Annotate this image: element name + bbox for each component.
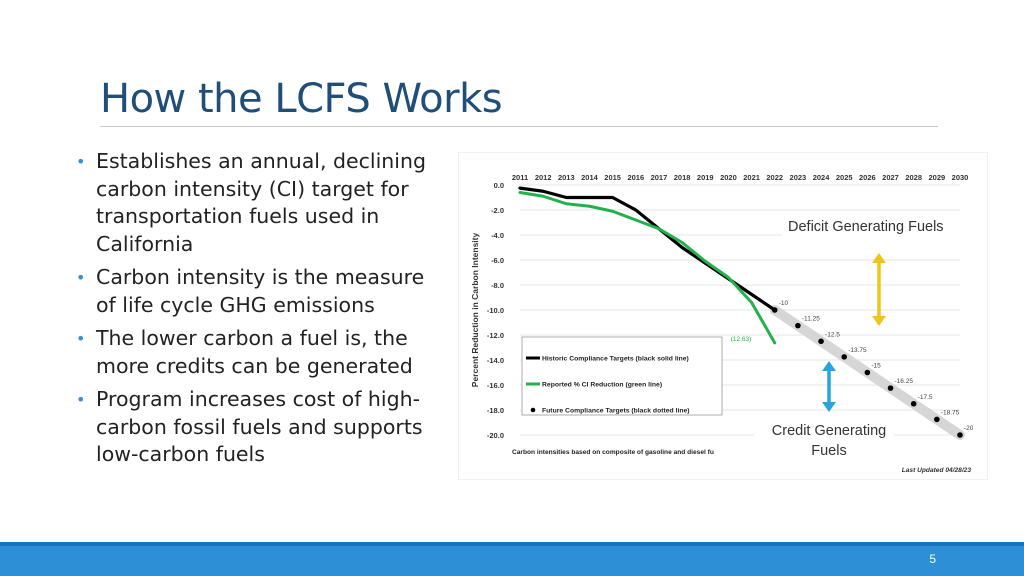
point-label: -11.25 xyxy=(802,316,820,323)
future-target-point xyxy=(771,307,778,313)
y-tick-label: -14.0 xyxy=(487,356,504,365)
x-tick-label: 2027 xyxy=(882,173,899,182)
chart-frame xyxy=(457,151,989,481)
deficit-label: Deficit Generating Fuels xyxy=(788,219,944,235)
bullet-text: Establishes an annual, declining carbon … xyxy=(96,149,427,256)
x-tick-label: 2028 xyxy=(905,173,922,182)
y-axis-label: Percent Reduction in Carbon Intensity xyxy=(470,233,480,388)
last-updated-label: Last Updated 04/28/23 xyxy=(902,467,972,474)
slide-title: How the LCFS Works xyxy=(100,76,503,122)
deficit-label-bg xyxy=(782,214,972,236)
x-tick-label: 2012 xyxy=(535,173,552,182)
credit-label: Fuels xyxy=(811,443,846,459)
tick-group: 0.0 -2.0 -4.0 -6.0 -8.0 -10.0 -12.0 -14.0 -16.0 -… xyxy=(470,173,968,440)
page-number: 5 xyxy=(929,552,936,566)
x-tick-label: 2020 xyxy=(720,173,737,182)
x-tick-label: 2011 xyxy=(512,173,528,182)
x-tick-label: 2016 xyxy=(627,173,644,182)
credit-label-bg xyxy=(754,414,894,462)
future-target-point xyxy=(841,354,848,360)
bullet-dot-icon: • xyxy=(76,152,86,171)
reported-value-label: (12.63) xyxy=(731,336,752,343)
x-tick-label: 2015 xyxy=(604,173,621,182)
future-target-point xyxy=(934,416,940,423)
bullet-text: Program increases cost of high-carbon fo… xyxy=(96,387,423,466)
point-group: -10 -11.25 -12.5 -13.75 -15 -16.25 -17.5 -18.75… xyxy=(731,300,974,438)
legend-marker xyxy=(530,407,536,413)
point-label: -16.25 xyxy=(895,378,914,385)
point-label: -17.5 xyxy=(918,394,933,401)
legend-box xyxy=(521,336,723,416)
y-tick-label: -8.0 xyxy=(491,281,504,290)
footer-bar xyxy=(0,542,1024,576)
bullet-text: Carbon intensity is the measure of life … xyxy=(96,265,425,317)
deficit-arrow-icon-head xyxy=(872,316,886,326)
chart-footnote: Carbon intensities based on composite of… xyxy=(512,449,714,456)
y-tick-label: -6.0 xyxy=(491,256,504,265)
credit-arrow-icon-head xyxy=(822,361,836,371)
point-label: -10 xyxy=(779,300,789,307)
future-target-point xyxy=(864,369,871,376)
lcfs-chart: -10 -11.25 -12.5 -13.75 -15 -16.25 -17.5 -18.75… xyxy=(457,151,989,481)
future-target-point xyxy=(957,432,963,438)
future-target-point xyxy=(795,322,801,329)
y-tick-label: -20.0 xyxy=(487,431,504,440)
bullet-item: • Establishes an annual, declining carbon… xyxy=(74,148,444,258)
x-tick-label: 2030 xyxy=(952,173,969,182)
x-tick-label: 2017 xyxy=(651,173,668,182)
credit-arrow-icon-head xyxy=(822,402,836,412)
bullet-dot-icon: • xyxy=(76,329,86,348)
future-target-point xyxy=(910,400,917,407)
y-tick-label: -16.0 xyxy=(487,381,504,390)
y-tick-label: -10.0 xyxy=(487,306,504,315)
x-tick-label: 2025 xyxy=(836,173,853,182)
title-divider xyxy=(100,126,938,127)
bullet-list: • Establishes an annual, declining carbon… xyxy=(74,148,444,475)
y-tick-label: -2.0 xyxy=(491,206,504,215)
future-target-point xyxy=(887,385,894,391)
x-tick-label: 2014 xyxy=(581,173,599,182)
x-tick-label: 2019 xyxy=(697,173,714,182)
x-tick-label: 2021 xyxy=(743,173,760,182)
bullet-item: • Carbon intensity is the measure of life… xyxy=(74,264,444,319)
x-tick-label: 2023 xyxy=(790,173,807,182)
x-tick-label: 2029 xyxy=(928,173,945,182)
y-tick-label: 0.0 xyxy=(494,181,504,190)
x-tick-label: 2022 xyxy=(766,173,783,182)
legend-label: Future Compliance Targets (black dotted … xyxy=(542,408,690,415)
annotation-group: Deficit Generating Fuels Credit Generatin… xyxy=(512,214,972,474)
chart-svg: -10 -11.25 -12.5 -13.75 -15 -16.25 -17.5 -18.75… xyxy=(457,151,989,481)
series-group xyxy=(518,186,777,345)
x-tick-label: 2026 xyxy=(859,173,876,182)
bullet-text: The lower carbon a fuel is, the more cre… xyxy=(96,326,413,378)
point-label: -15 xyxy=(871,363,881,370)
bullet-dot-icon: • xyxy=(76,268,86,287)
point-label: -12.5 xyxy=(825,331,840,338)
legend-label: Historic Compliance Targets (black solid… xyxy=(542,356,689,363)
bullet-item: • Program increases cost of high-carbon f… xyxy=(74,386,444,469)
point-label: -20 xyxy=(964,425,974,432)
deficit-arrow-icon-head xyxy=(872,253,886,263)
y-tick-label: -18.0 xyxy=(487,406,504,415)
legend: Historic Compliance Targets (black solid… xyxy=(521,336,723,416)
legend-label: Reported % CI Reduction (green line) xyxy=(542,382,662,389)
y-tick-label: -12.0 xyxy=(487,331,504,340)
point-label: -18.75 xyxy=(941,409,960,416)
point-label: -13.75 xyxy=(848,347,867,354)
reported-series-line xyxy=(518,191,777,345)
bullet-dot-icon: • xyxy=(76,390,86,409)
bullet-item: • The lower carbon a fuel is, the more cr… xyxy=(74,325,444,380)
future-target-point xyxy=(818,338,824,345)
x-tick-label: 2018 xyxy=(674,173,691,182)
x-tick-label: 2013 xyxy=(558,173,575,182)
y-tick-label: -4.0 xyxy=(491,231,504,240)
footer-stripe xyxy=(0,542,1024,546)
credit-label: Credit Generating xyxy=(772,423,886,439)
x-tick-label: 2024 xyxy=(813,173,831,182)
